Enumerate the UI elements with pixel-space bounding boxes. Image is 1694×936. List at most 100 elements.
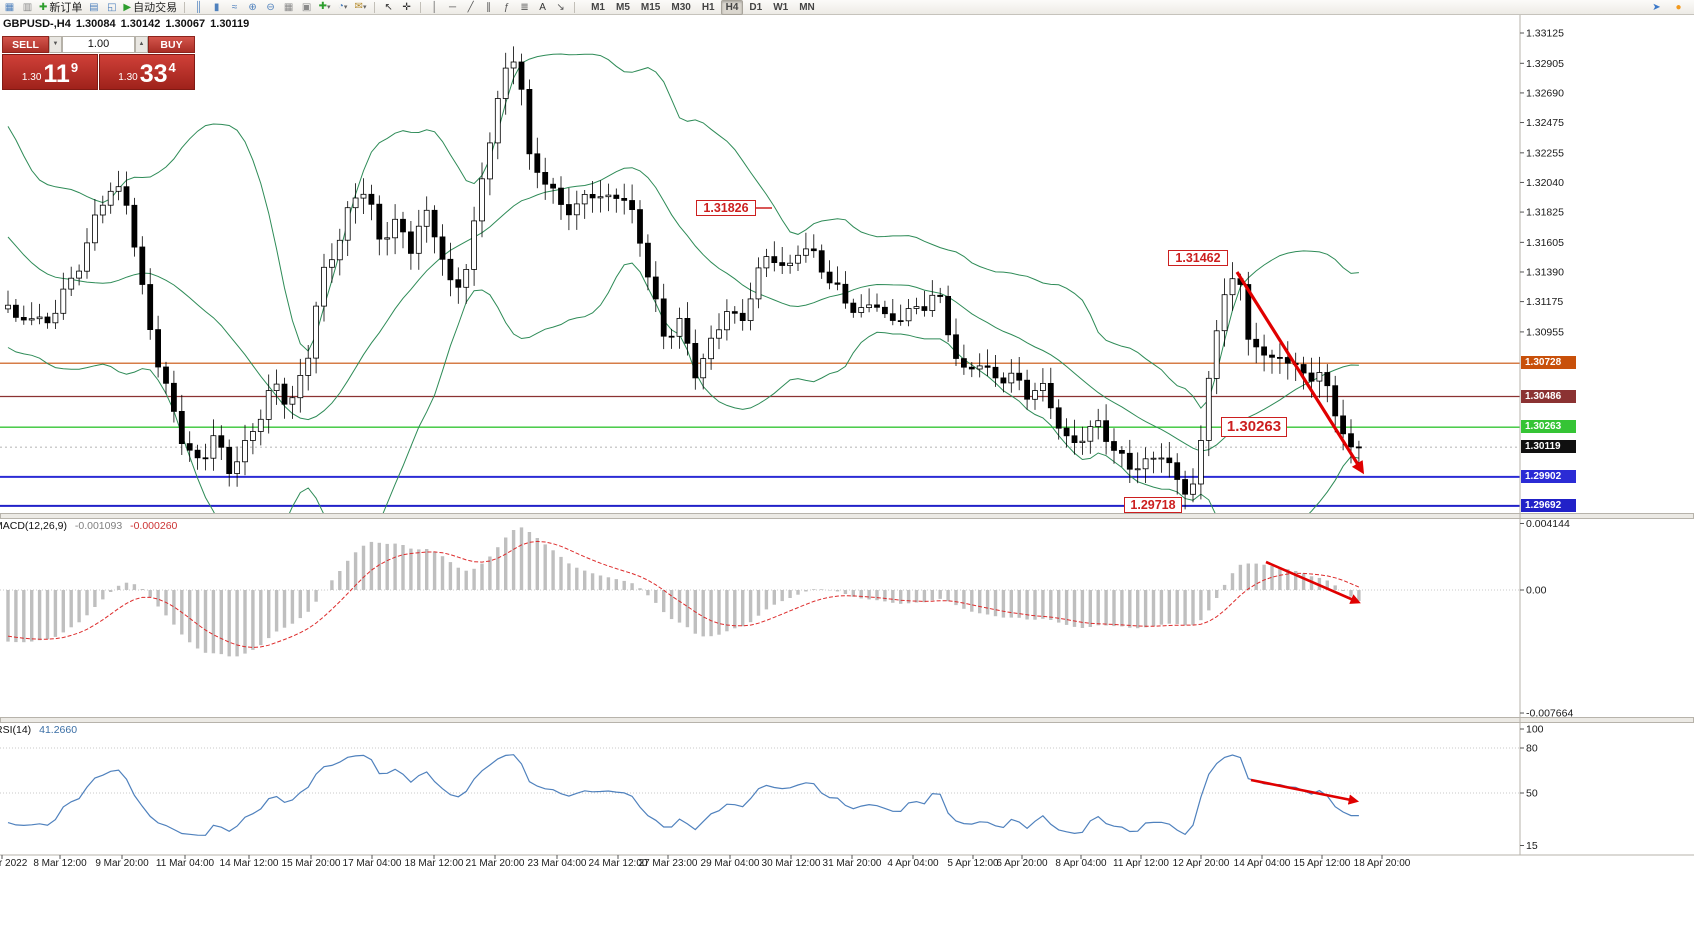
timeframe-MN[interactable]: MN: [799, 1, 815, 13]
svg-text:15 Mar 20:00: 15 Mar 20:00: [282, 858, 341, 869]
toolbar-separator: [420, 1, 422, 13]
auto-arrange-icon[interactable]: ▣: [301, 1, 312, 13]
price-annotation[interactable]: 1.30263: [1221, 417, 1287, 437]
new-order-button[interactable]: ✚ 新订单: [39, 1, 83, 15]
fibonacci-icon[interactable]: ƒ: [503, 1, 510, 13]
price-annotation[interactable]: 1.31826: [696, 200, 756, 216]
periods-icon[interactable]: ◔▾: [337, 1, 348, 12]
crosshair-icon[interactable]: ✛: [402, 1, 411, 13]
timeframe-M5[interactable]: M5: [616, 1, 630, 13]
timeframe-M1[interactable]: M1: [591, 1, 605, 13]
panel-splitter-macd[interactable]: [0, 513, 1694, 519]
notifications-icon[interactable]: ●: [1675, 1, 1682, 13]
svg-text:6 Apr 20:00: 6 Apr 20:00: [996, 858, 1048, 869]
svg-text:0.00: 0.00: [1526, 585, 1547, 597]
timeframe-bar: M1 M5 M15 M30 H1 H4 D1 W1 MN: [586, 0, 820, 15]
market-watch-icon[interactable]: ▤: [89, 1, 99, 13]
panel-splitter-rsi[interactable]: [0, 717, 1694, 723]
svg-text:29 Mar 04:00: 29 Mar 04:00: [701, 858, 760, 869]
volume-input[interactable]: 1.00: [62, 36, 135, 53]
svg-text:18 Mar 12:00: 18 Mar 12:00: [405, 858, 464, 869]
sell-price-box[interactable]: 1.30 11 9: [2, 54, 98, 90]
data-window-icon[interactable]: ◱: [107, 1, 117, 13]
text-icon[interactable]: A: [539, 1, 546, 13]
svg-text:1.32040: 1.32040: [1526, 177, 1564, 189]
buy-button[interactable]: BUY: [148, 36, 195, 53]
timeframe-M15[interactable]: M15: [640, 1, 661, 13]
zoom-in-icon[interactable]: ⊕: [248, 1, 257, 13]
price-annotation[interactable]: 1.29718: [1124, 497, 1182, 513]
timeframe-H4[interactable]: H4: [720, 0, 744, 15]
new-chart-icon[interactable]: ▦: [4, 1, 15, 13]
timeframe-W1[interactable]: W1: [773, 1, 789, 13]
rsi-panel-series: [0, 747, 1520, 836]
svg-text:1.33125: 1.33125: [1526, 28, 1564, 40]
quick-jump-icon[interactable]: ➤: [1652, 1, 1661, 13]
macd-name: MACD(12,26,9): [0, 520, 67, 532]
candlestick-icon[interactable]: ▮: [213, 1, 220, 13]
vertical-line-icon[interactable]: │: [431, 1, 438, 13]
svg-text:23 Mar 04:00: 23 Mar 04:00: [528, 858, 587, 869]
trend-arrow: [1250, 778, 1360, 805]
svg-text:4 Apr 04:00: 4 Apr 04:00: [887, 858, 939, 869]
svg-text:30 Mar 12:00: 30 Mar 12:00: [762, 858, 821, 869]
sell-button[interactable]: SELL: [2, 36, 49, 53]
svg-text:1.32690: 1.32690: [1526, 87, 1564, 99]
price-tag: 1.30119: [1521, 440, 1576, 453]
zoom-out-icon[interactable]: ⊖: [266, 1, 275, 13]
trendline-icon[interactable]: ╱: [467, 1, 474, 13]
timeframe-M30[interactable]: M30: [671, 1, 691, 13]
timeframe-H1[interactable]: H1: [701, 1, 715, 13]
svg-text:1.32255: 1.32255: [1526, 147, 1564, 159]
trend-arrow: [1265, 560, 1361, 604]
svg-text:18 Apr 20:00: 18 Apr 20:00: [1354, 858, 1411, 869]
volume-decrease-button[interactable]: ▼: [49, 36, 62, 53]
price-annotation[interactable]: 1.31462: [1168, 250, 1228, 266]
arrows-tool-icon[interactable]: ↘: [556, 1, 565, 13]
line-chart-icon[interactable]: ≈: [231, 1, 238, 13]
svg-text:0.004144: 0.004144: [1526, 518, 1570, 530]
add-indicator-icon[interactable]: ✚▾: [318, 1, 331, 12]
volume-increase-button[interactable]: ▲: [135, 36, 148, 53]
svg-text:27 Mar 23:00: 27 Mar 23:00: [639, 858, 698, 869]
ohlc-close: 1.30119: [210, 18, 250, 30]
svg-text:5 Apr 12:00: 5 Apr 12:00: [947, 858, 999, 869]
price-tag: 1.30263: [1521, 420, 1576, 433]
macd-panel-series: [0, 527, 1520, 657]
templates-icon[interactable]: ✉▾: [354, 1, 367, 12]
rsi-name: RSI(14): [0, 724, 32, 736]
svg-text:8 Apr 04:00: 8 Apr 04:00: [1055, 858, 1107, 869]
svg-text:14 Apr 04:00: 14 Apr 04:00: [1234, 858, 1291, 869]
svg-text:1.31175: 1.31175: [1526, 296, 1563, 308]
cursor-icon[interactable]: ↖: [384, 1, 393, 13]
price-tag: 1.30486: [1521, 390, 1576, 403]
svg-text:8 Mar 12:00: 8 Mar 12:00: [33, 858, 87, 869]
bid-pipette: 9: [70, 60, 79, 75]
trend-arrow: [1235, 271, 1365, 475]
profiles-icon[interactable]: ▥: [22, 1, 33, 13]
toolbar-separator: [184, 1, 186, 13]
svg-text:1.30955: 1.30955: [1526, 326, 1564, 338]
svg-text:15: 15: [1526, 840, 1538, 852]
autotrade-button[interactable]: ▶ 自动交易: [123, 1, 178, 15]
svg-text:17 Mar 04:00: 17 Mar 04:00: [343, 858, 402, 869]
svg-text:12 Apr 20:00: 12 Apr 20:00: [1173, 858, 1230, 869]
bar-chart-icon[interactable]: ║: [195, 1, 203, 13]
tile-windows-icon[interactable]: ▦: [283, 1, 294, 13]
svg-text:-0.007664: -0.007664: [1526, 708, 1573, 720]
equidistant-channel-icon[interactable]: ∥: [486, 1, 492, 13]
price-tag: 1.29692: [1521, 499, 1576, 512]
buy-price-box[interactable]: 1.30 33 4: [99, 54, 195, 90]
timeframe-D1[interactable]: D1: [749, 1, 763, 13]
shapes-icon[interactable]: ≣: [520, 1, 529, 13]
toolbar-separator: [374, 1, 376, 13]
svg-text:1.31825: 1.31825: [1526, 207, 1564, 219]
horizontal-line-icon[interactable]: ─: [449, 1, 457, 13]
macd-value-signal: -0.000260: [130, 520, 178, 532]
ask-pipette: 4: [168, 60, 176, 75]
rsi-value: 41.2660: [39, 724, 78, 736]
ohlc-low: 1.30067: [165, 18, 206, 30]
